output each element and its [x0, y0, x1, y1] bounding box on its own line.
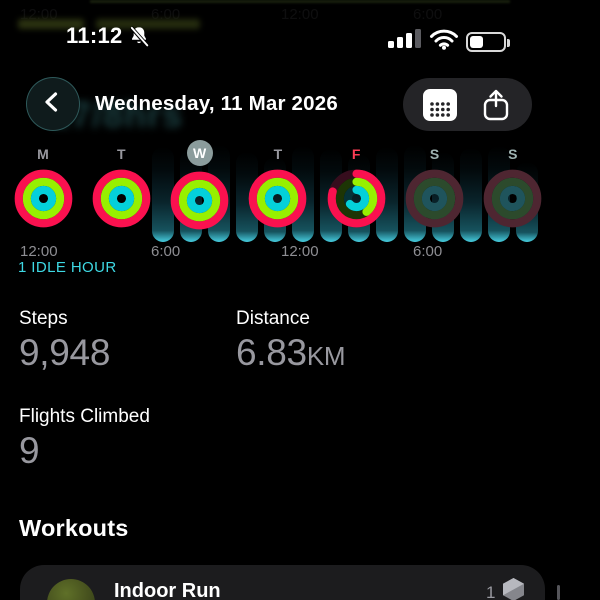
cellular-signal-icon [388, 28, 422, 55]
scroll-indicator[interactable] [557, 585, 560, 600]
steps-label: Steps [19, 308, 68, 329]
day-column-m-0[interactable]: M [11, 144, 75, 229]
battery-icon [466, 31, 510, 52]
day-letter: M [37, 146, 49, 162]
day-column-w-2[interactable]: W [168, 140, 232, 231]
day-column-t-1[interactable]: T [89, 144, 153, 229]
calendar-button[interactable] [420, 85, 460, 125]
page-title: Wednesday, 11 Mar 2026 [95, 92, 338, 115]
flights-value: 9 [19, 430, 40, 471]
back-button[interactable] [26, 77, 80, 131]
day-column-f-4[interactable]: F [324, 144, 388, 229]
timeline-label: 6:00 [413, 243, 443, 260]
workout-title: Indoor Run [114, 580, 221, 600]
workout-badge-count: 1 [486, 583, 496, 600]
faint-green-smudge [18, 19, 84, 29]
day-column-s-6[interactable]: S [481, 144, 545, 229]
chevron-left-icon [40, 89, 66, 120]
day-letter: T [117, 146, 126, 162]
activity-rings-icon [14, 169, 72, 228]
workout-card[interactable]: Indoor Run 1 [20, 565, 545, 600]
day-letter: W [186, 140, 213, 166]
activity-rings-icon [327, 169, 386, 228]
timeline-label: 6:00 [413, 6, 443, 23]
day-letter: S [429, 146, 440, 162]
award-hexagon-icon [503, 578, 524, 600]
activity-rings-icon [405, 169, 464, 228]
faint-top-timeline: 12:00 6:00 12:00 6:00 [0, 6, 600, 24]
activity-rings-icon [249, 169, 307, 228]
idle-hours-label: 1 IDLE HOUR [18, 259, 117, 276]
share-icon [483, 89, 508, 120]
steps-value: 9,948 [19, 332, 111, 373]
day-column-t-3[interactable]: T [246, 144, 310, 229]
header-actions [403, 78, 532, 131]
timeline-label: 12:00 [281, 243, 319, 260]
faint-top-strip [90, 0, 510, 3]
distance-unit: KM [306, 341, 346, 371]
day-letter: S [508, 146, 518, 162]
bell-slash-icon [128, 25, 150, 53]
timeline-label: 12:00 [20, 243, 58, 260]
status-time: 11:12 [66, 23, 123, 48]
timeline-label: 6:00 [151, 243, 181, 260]
wifi-icon [429, 28, 459, 55]
activity-rings-icon [483, 169, 542, 228]
day-letter: F [351, 146, 361, 162]
distance-label: Distance [236, 308, 310, 329]
day-column-s-5[interactable]: S [403, 144, 467, 229]
stat-flights: Flights Climbed 9 [19, 406, 150, 472]
stat-steps: Steps 9,948 [19, 308, 110, 374]
calendar-grid-icon [422, 88, 457, 121]
activity-rings-icon [170, 171, 229, 230]
timeline-label: 6:00 [151, 6, 181, 23]
distance-value: 6.83KM [236, 332, 346, 374]
distance-number: 6.83 [236, 332, 307, 373]
timeline-label: 12:00 [20, 6, 58, 23]
flights-label: Flights Climbed [19, 406, 150, 427]
workouts-heading: Workouts [19, 515, 129, 541]
workout-avatar [47, 579, 95, 600]
faint-green-smudge [96, 19, 200, 29]
timeline-labels: 12:00 6:00 12:00 6:00 [0, 243, 600, 261]
stat-distance: Distance 6.83KM [236, 308, 346, 374]
activity-rings-icon [92, 169, 151, 228]
share-button[interactable] [476, 85, 516, 125]
day-letter: T [273, 146, 283, 162]
timeline-label: 12:00 [281, 6, 319, 23]
